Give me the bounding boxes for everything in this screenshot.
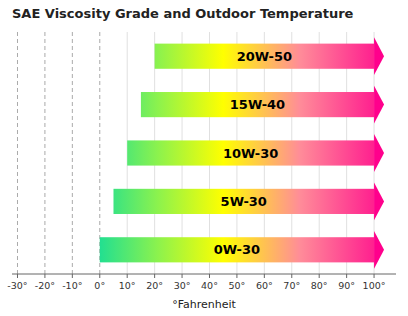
tick-label: 20° xyxy=(146,280,163,291)
tick-label: 80° xyxy=(311,280,328,291)
tick-label: 50° xyxy=(228,280,245,291)
tick xyxy=(127,274,128,278)
chart: SAE Viscosity Grade and Outdoor Temperat… xyxy=(0,0,408,316)
bar xyxy=(127,140,374,165)
tick xyxy=(236,274,237,278)
bars xyxy=(100,37,384,268)
bar xyxy=(113,189,374,214)
arrow-tip xyxy=(374,86,384,124)
tick xyxy=(346,274,347,278)
tick-label: -30° xyxy=(7,280,27,291)
tick-label: 10° xyxy=(119,280,136,291)
grid xyxy=(17,32,374,274)
tick xyxy=(319,274,320,278)
tick xyxy=(209,274,210,278)
arrow-tip xyxy=(374,231,384,269)
grid-line xyxy=(72,32,73,274)
tick xyxy=(154,274,155,278)
tick xyxy=(374,274,375,278)
arrow-tip xyxy=(374,183,384,221)
tick xyxy=(291,274,292,278)
x-axis: -30° -20° -10° 0° 10° 20° 30° 40° 50° 60° 70° 80° 90… xyxy=(7,274,396,291)
bar xyxy=(141,92,374,117)
category-label: 20W-50 xyxy=(237,49,292,64)
bar xyxy=(100,237,374,262)
tick-label: 90° xyxy=(338,280,355,291)
arrow-tip xyxy=(374,37,384,75)
tick xyxy=(182,274,183,278)
tick-label: 60° xyxy=(256,280,273,291)
tick-label: 100° xyxy=(363,280,386,291)
category-label: 0W-30 xyxy=(214,242,260,257)
tick-label: 30° xyxy=(174,280,191,291)
grid-line xyxy=(44,32,45,274)
grid-line xyxy=(17,32,18,274)
tick xyxy=(264,274,265,278)
tick xyxy=(17,274,18,278)
bar xyxy=(155,44,374,69)
category-label: 15W-40 xyxy=(230,97,285,112)
bar-labels: 20W-50 15W-40 10W-30 5W-30 0W-30 xyxy=(214,49,292,258)
category-label: 5W-30 xyxy=(221,194,267,209)
tick xyxy=(44,274,45,278)
category-label: 10W-30 xyxy=(223,146,278,161)
tick-label: -10° xyxy=(62,280,82,291)
x-axis-label: °Fahrenheit xyxy=(172,298,236,311)
title: SAE Viscosity Grade and Outdoor Temperat… xyxy=(12,6,354,21)
axis-line xyxy=(12,274,396,275)
tick-label: 0° xyxy=(94,280,105,291)
arrow-tip xyxy=(374,134,384,172)
tick xyxy=(99,274,100,278)
tick-label: -20° xyxy=(35,280,55,291)
tick-label: 70° xyxy=(283,280,300,291)
tick xyxy=(72,274,73,278)
tick-label: 40° xyxy=(201,280,218,291)
